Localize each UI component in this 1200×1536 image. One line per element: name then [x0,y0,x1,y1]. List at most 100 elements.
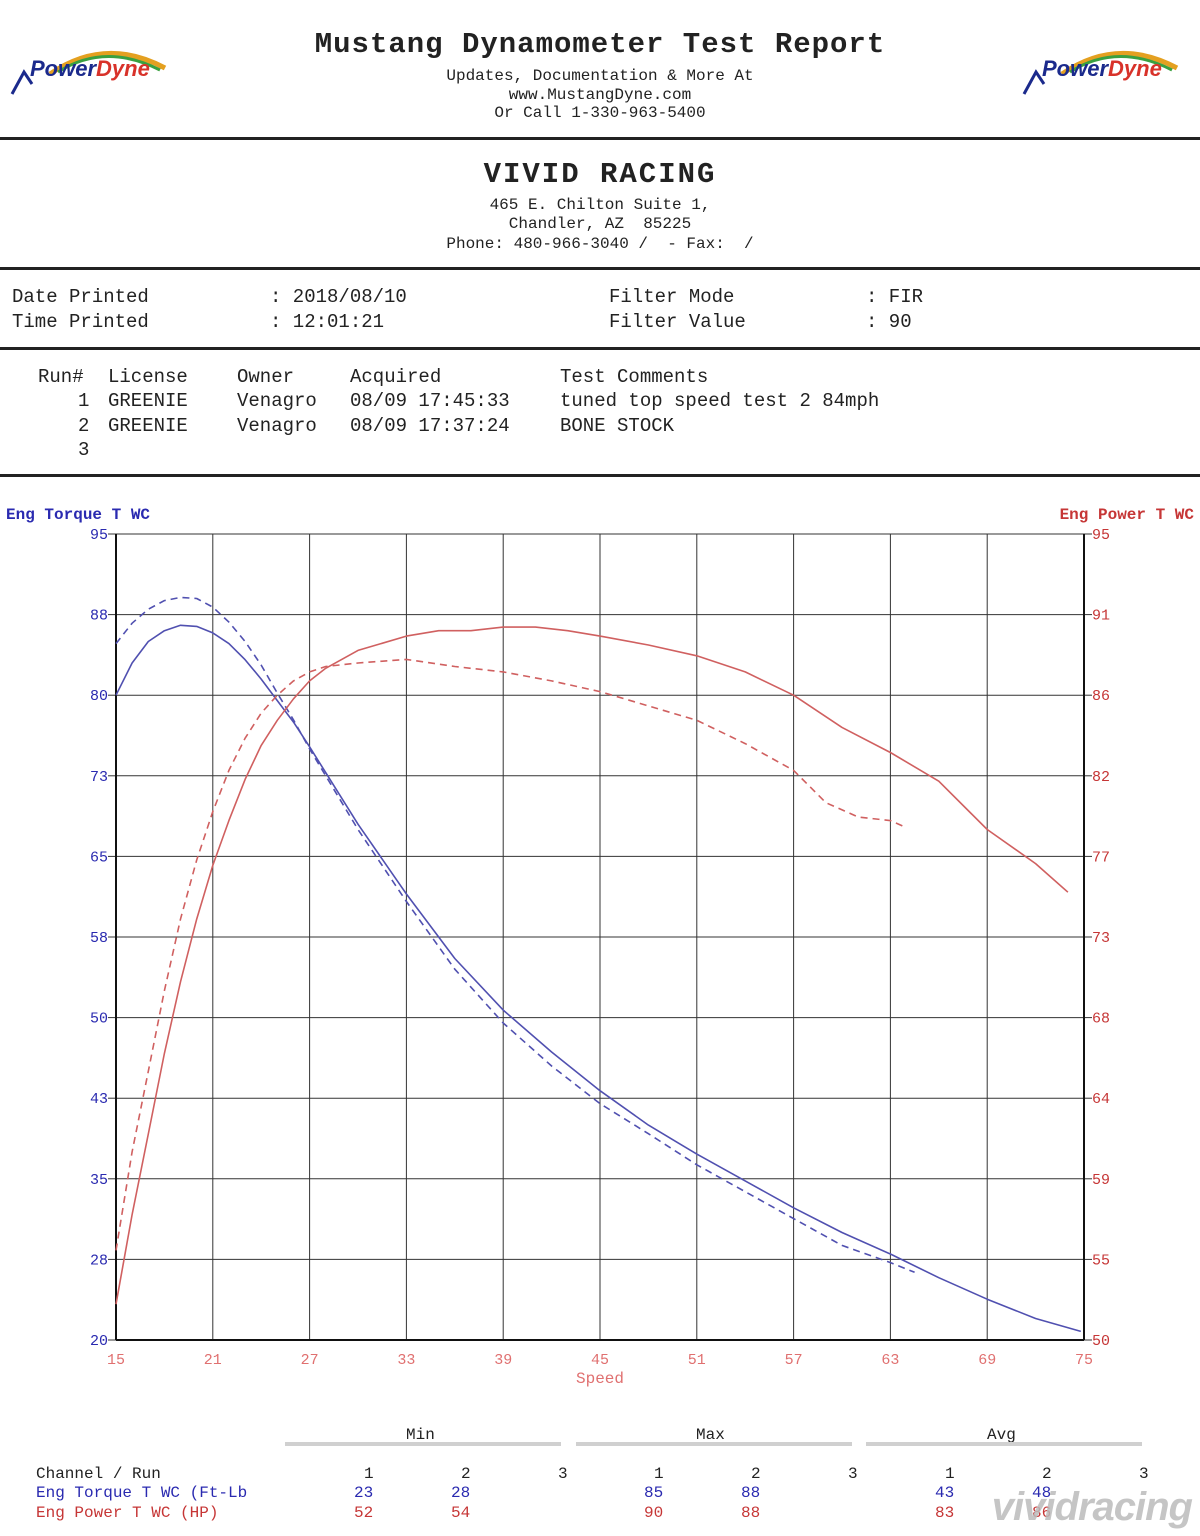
table-row-run: 3 [78,439,90,461]
stats-run-label: 2 [1042,1465,1052,1483]
time-printed-value: : 12:01:21 [270,311,385,333]
stats-cell: 23 [354,1484,374,1502]
stats-group-min: Min [406,1426,435,1444]
y-tick-label-left: 28 [90,1252,108,1269]
logo-text-dyne: Dyne [1108,56,1162,81]
filter-value-label: Filter Value [609,311,746,333]
x-tick-label: 69 [978,1352,996,1369]
y-tick-label-left: 20 [90,1333,108,1350]
x-tick-label: 21 [204,1352,222,1369]
x-tick-label: 51 [688,1352,706,1369]
header-line-2[interactable]: www.MustangDyne.com [508,86,692,104]
table-row-acquired: 08/09 17:37:24 [350,415,510,437]
header-line-3: Or Call 1-330-963-5400 [494,104,706,122]
power-curve-run-1 [115,626,1069,1305]
y-tick-label-right: 50 [1092,1333,1110,1350]
stats-cell: 88 [741,1504,761,1522]
stats-group-underline [285,1442,561,1446]
stats-run-label: 3 [848,1465,858,1483]
logo-text-dyne: Dyne [96,56,150,81]
y-tick-label-left: 50 [90,1011,108,1028]
date-printed-label: Date Printed [12,286,149,308]
runs-header-comments: Test Comments [560,366,709,388]
x-tick-label: 57 [785,1352,803,1369]
y-tick-label-right: 91 [1092,608,1110,625]
y-tick-label-left: 88 [90,608,108,625]
x-tick-label: 15 [107,1352,125,1369]
y-tick-label-right: 77 [1092,849,1110,866]
stats-run-label: 1 [945,1465,955,1483]
y-tick-label-right: 82 [1092,769,1110,786]
stats-run-label: 2 [751,1465,761,1483]
filter-value-value: : 90 [866,311,912,333]
chart-curves [115,596,1082,1333]
logo-text-power: Power [30,56,97,81]
runs-header-acquired: Acquired [350,366,442,388]
divider [0,347,1200,350]
stats-cell: 86 [1032,1504,1052,1522]
table-row-run: 2 [78,415,90,437]
runs-header-owner: Owner [237,366,295,388]
x-tick-label: 63 [881,1352,899,1369]
company-address-line-1: 465 E. Chilton Suite 1, [489,196,711,214]
stats-cell: 90 [644,1504,664,1522]
stats-group-max: Max [696,1426,725,1444]
x-tick-label: 33 [397,1352,415,1369]
chart-ticks: 15 21 27 33 39 45 51 57 63 69 75 95 95 88 91 80 86 73 82 65… [90,527,1110,1369]
y-tick-label-left: 73 [90,769,108,786]
logo-arc-icon [1022,50,1179,95]
y-tick-label-left: 43 [90,1091,108,1108]
logo-text-power: Power [1042,56,1109,81]
torque-curve-run-2 [115,596,915,1274]
header-line-1: Updates, Documentation & More At [446,67,754,85]
runs-header-license: License [108,366,188,388]
y-tick-label-left: 95 [90,527,108,544]
x-axis-label: Speed [576,1370,624,1388]
runs-header-run: Run# [38,366,84,388]
stats-cell: 54 [451,1504,471,1522]
divider [0,137,1200,140]
y-axis-left-label: Eng Torque T WC [6,506,150,524]
divider [0,474,1200,477]
y-tick-label-left: 65 [90,849,108,866]
stats-run-label: 1 [364,1465,374,1483]
stats-cell: 43 [935,1484,955,1502]
stats-run-label: 3 [1139,1465,1149,1483]
company-phone: Phone: 480-966-3040 / - Fax: / [446,235,754,253]
stats-run-label: 3 [558,1465,568,1483]
power-curve-run-2 [115,658,907,1251]
stats-cell: 85 [644,1484,664,1502]
filter-mode-label: Filter Mode [609,286,735,308]
stats-row-label-power: Eng Power T WC (HP) [36,1504,219,1522]
company-address-line-2: Chandler, AZ 85225 [508,215,692,233]
filter-mode-value: : FIR [866,286,924,308]
stats-run-label: 2 [461,1465,471,1483]
table-row-owner: Venagro [237,415,317,437]
company-name: VIVID RACING [483,158,717,191]
stats-cell: 88 [741,1484,761,1502]
y-tick-label-left: 58 [90,930,108,947]
y-tick-label-right: 64 [1092,1091,1110,1108]
y-tick-label-right: 55 [1092,1252,1110,1269]
dyno-chart: 15 21 27 33 39 45 51 57 63 69 75 95 95 88 91 80 86 73 82 65… [6,506,1195,1388]
logo-arc-icon [10,50,167,95]
y-tick-label-left: 80 [90,688,108,705]
table-row-license: GREENIE [108,390,188,412]
y-tick-label-right: 73 [1092,930,1110,947]
y-tick-label-right: 86 [1092,688,1110,705]
y-axis-right-label: Eng Power T WC [1060,506,1195,524]
x-tick-label: 39 [494,1352,512,1369]
torque-curve-run-1 [115,624,1082,1333]
stats-cell: 52 [354,1504,374,1522]
vividracing-watermark: vividracing [991,1485,1193,1529]
stats-cell: 28 [451,1484,471,1502]
y-tick-label-right: 59 [1092,1172,1110,1189]
stats-group-underline [576,1442,852,1446]
y-tick-label-right: 95 [1092,527,1110,544]
time-printed-label: Time Printed [12,311,149,333]
table-row-comments: BONE STOCK [560,415,675,437]
x-tick-label: 45 [591,1352,609,1369]
stats-cell: 48 [1032,1484,1052,1502]
x-tick-label: 27 [301,1352,319,1369]
y-tick-label-right: 68 [1092,1011,1110,1028]
